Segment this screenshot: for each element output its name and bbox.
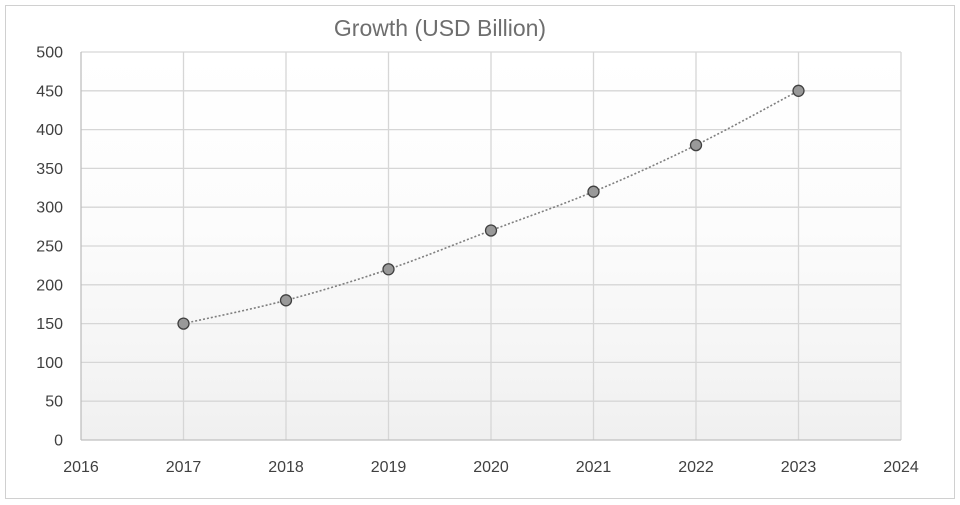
y-tick-label: 0 [54, 433, 63, 450]
data-point [484, 224, 498, 237]
y-tick-label: 500 [36, 45, 63, 62]
y-tick-label: 100 [36, 355, 63, 372]
data-point [792, 84, 805, 97]
x-tick-label: 2020 [473, 459, 509, 476]
data-point [279, 294, 293, 307]
x-tick-label: 2022 [678, 459, 714, 476]
y-tick-label: 400 [36, 122, 63, 139]
y-tick-label: 450 [36, 83, 63, 100]
x-tick-label: 2021 [576, 459, 612, 476]
y-tick-label: 350 [36, 161, 63, 178]
data-point [177, 317, 190, 330]
chart-title: Growth (USD Billion) [334, 15, 546, 41]
x-tick-label: 2017 [166, 459, 202, 476]
y-tick-label: 250 [36, 239, 63, 256]
y-axis-tick-labels: 0 50 100 150 200 250 300 350 400 450 500 [36, 45, 63, 450]
x-tick-label: 2024 [883, 459, 919, 476]
x-tick-label: 2016 [63, 459, 99, 476]
data-points [177, 84, 805, 330]
data-point [587, 185, 600, 198]
gridlines [81, 51, 902, 440]
x-axis-tick-labels: 2016 2017 2018 2019 2020 2021 2022 2023 2024 [63, 459, 919, 476]
x-tick-label: 2023 [781, 459, 817, 476]
y-tick-label: 50 [45, 394, 63, 411]
x-tick-label: 2018 [268, 459, 304, 476]
axes [80, 52, 901, 441]
y-tick-label: 150 [36, 316, 63, 333]
x-tick-label: 2019 [371, 459, 407, 476]
y-tick-label: 200 [36, 277, 63, 294]
y-tick-label: 300 [36, 200, 63, 217]
data-point [382, 263, 395, 276]
data-point [689, 138, 703, 152]
